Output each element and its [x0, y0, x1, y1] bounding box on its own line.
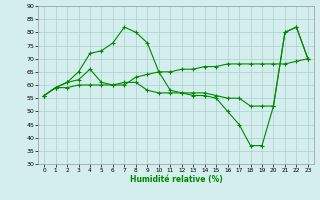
X-axis label: Humidité relative (%): Humidité relative (%): [130, 175, 222, 184]
